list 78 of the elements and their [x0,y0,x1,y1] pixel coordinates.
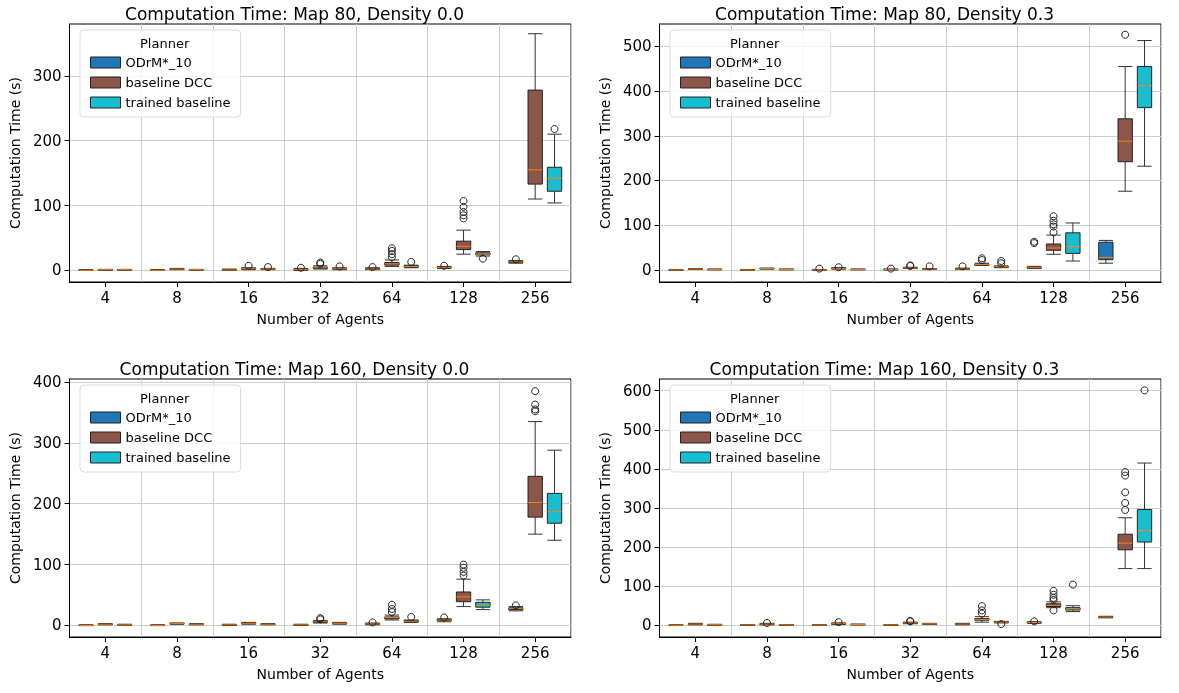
legend-label: ODrM*_10 [715,55,782,70]
y-axis-title: Computation Time (s) [7,431,23,585]
x-tick-label: 64 [382,643,402,662]
x-tick-label: 128 [1039,643,1068,662]
legend-label: baseline DCC [125,75,213,90]
legend-title: Planner [140,391,190,406]
x-tick-label: 128 [449,288,478,307]
legend-label: ODrM*_10 [715,410,782,425]
x-tick-label: 256 [520,288,550,307]
y-tick-label: 100 [622,577,652,596]
chart-title: Computation Time: Map 160, Density 0.0 [119,358,470,379]
x-tick-label: 256 [1110,643,1140,662]
y-tick-label: 500 [622,420,652,439]
y-tick-label: 200 [32,494,62,513]
y-tick-label: 300 [32,66,62,85]
x-tick-label: 64 [972,288,992,307]
y-axis-title: Computation Time (s) [597,76,613,230]
y-tick-label: 400 [622,459,652,478]
x-tick-label: 256 [1110,288,1140,307]
x-tick-label: 16 [239,643,259,662]
y-tick-label: 500 [622,37,652,56]
y-tick-label: 600 [622,381,652,400]
y-axis-title: Computation Time (s) [597,431,613,585]
y-tick-label: 0 [641,260,652,279]
x-tick-label: 256 [520,643,550,662]
y-tick-label: 300 [622,126,652,145]
legend-label: trained baseline [125,95,231,110]
legend-label: ODrM*_10 [125,410,192,425]
x-tick-label: 32 [900,288,920,307]
x-tick-label: 32 [900,643,920,662]
y-tick-label: 100 [32,196,62,215]
x-axis-title: Number of Agents [256,666,384,682]
x-tick-label: 32 [310,288,330,307]
x-tick-label: 32 [310,643,330,662]
x-tick-label: 128 [1039,288,1068,307]
x-tick-label: 4 [100,643,111,662]
x-axis-title: Number of Agents [256,311,384,327]
chart-title: Computation Time: Map 160, Density 0.3 [709,358,1060,379]
legend-label: baseline DCC [715,430,803,445]
x-tick-label: 8 [762,643,772,662]
y-tick-label: 400 [32,373,62,392]
x-tick-label: 8 [172,643,182,662]
y-tick-label: 300 [622,499,652,517]
x-tick-label: 4 [690,288,701,307]
y-tick-label: 200 [622,538,652,557]
y-axis-title: Computation Time (s) [7,76,23,230]
x-tick-label: 16 [829,288,849,307]
x-tick-label: 16 [239,288,259,307]
y-tick-label: 100 [622,216,652,235]
x-tick-label: 8 [172,288,182,307]
legend-label: baseline DCC [715,75,803,90]
y-tick-label: 400 [622,82,652,101]
chart-title: Computation Time: Map 80, Density 0.0 [125,3,464,24]
y-tick-label: 100 [32,555,62,574]
y-tick-label: 200 [32,131,62,150]
y-tick-label: 0 [641,616,652,635]
x-axis-title: Number of Agents [846,311,974,327]
chart-title: Computation Time: Map 80, Density 0.3 [715,3,1054,24]
x-tick-label: 16 [829,643,849,662]
x-tick-label: 4 [690,643,701,662]
x-tick-label: 64 [972,643,992,662]
x-axis-title: Number of Agents [846,666,974,682]
legend-label: ODrM*_10 [125,55,192,70]
y-tick-label: 200 [622,171,652,190]
legend-label: trained baseline [125,450,231,465]
legend-label: trained baseline [715,95,821,110]
x-tick-label: 8 [762,288,772,307]
y-tick-label: 0 [51,616,62,635]
legend-label: trained baseline [715,450,821,465]
x-tick-label: 128 [449,643,478,662]
y-tick-label: 0 [51,261,62,280]
legend-title: Planner [140,36,190,51]
x-tick-label: 64 [382,288,402,307]
legend-title: Planner [730,36,780,51]
x-tick-label: 4 [100,288,111,307]
legend-label: baseline DCC [125,430,213,445]
legend-title: Planner [730,391,780,406]
y-tick-label: 300 [32,433,62,452]
